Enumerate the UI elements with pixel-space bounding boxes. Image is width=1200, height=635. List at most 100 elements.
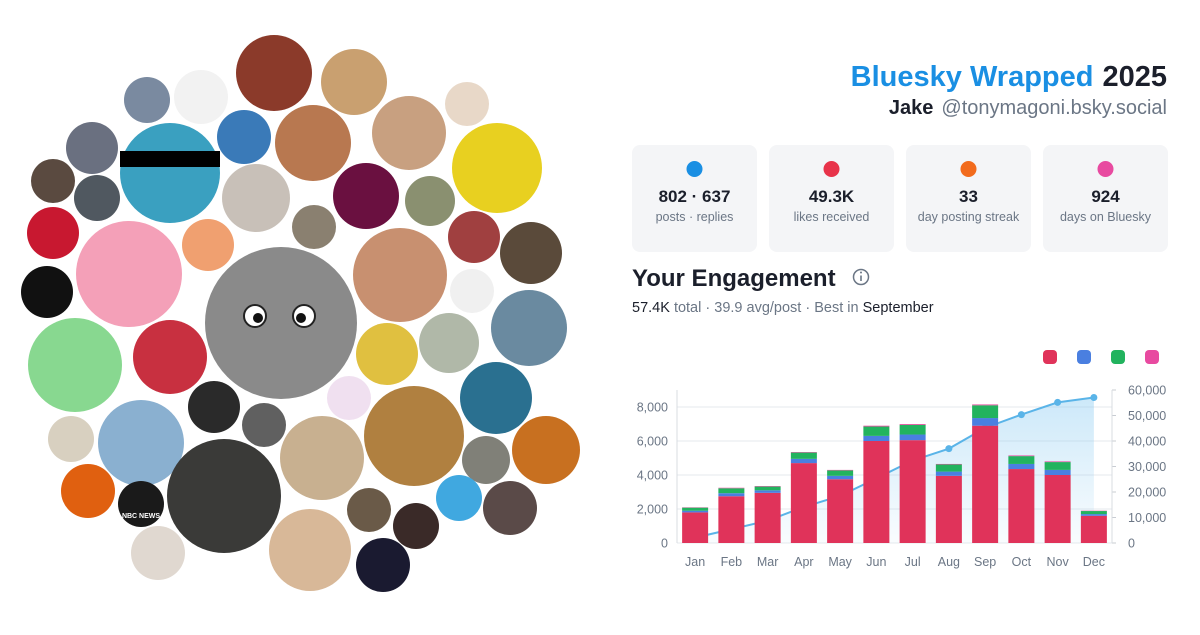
avatar [347, 488, 391, 532]
y-tick-label: 4,000 [637, 469, 668, 483]
avatar [118, 481, 164, 527]
bar-segment [936, 464, 962, 471]
avatar [445, 82, 489, 126]
stat-label: likes received [794, 210, 870, 224]
stat-value: 802 · 637 [659, 187, 731, 206]
bar-segment [1081, 516, 1107, 543]
bar-segment [1008, 469, 1034, 543]
x-tick-label: Feb [721, 555, 743, 569]
avatar [419, 313, 479, 373]
y2-tick-label: 60,000 [1128, 384, 1166, 398]
avatar [353, 228, 447, 322]
stat-label: days on Bluesky [1060, 210, 1152, 224]
bar-segment [936, 464, 962, 465]
bar-segment [863, 441, 889, 543]
avatar [356, 323, 418, 385]
x-tick-label: Oct [1012, 555, 1032, 569]
y-tick-label: 2,000 [637, 503, 668, 517]
bar-segment [1045, 470, 1071, 475]
avatar [48, 416, 94, 462]
avatar [452, 123, 542, 213]
line-point [1018, 411, 1025, 418]
legend-icon [1077, 350, 1091, 364]
title-brand: Bluesky Wrapped [851, 61, 1094, 93]
x-tick-label: Aug [938, 555, 960, 569]
bar-segment [1045, 461, 1071, 462]
bar-segment [718, 488, 744, 489]
bar-segment [1081, 511, 1107, 514]
y2-tick-label: 30,000 [1128, 460, 1166, 474]
bar-segment [791, 453, 817, 459]
bar-segment [900, 435, 926, 441]
avatar [333, 163, 399, 229]
x-tick-label: May [828, 555, 852, 569]
avatar [188, 381, 240, 433]
avatar [217, 110, 271, 164]
y2-tick-label: 10,000 [1128, 511, 1166, 525]
bar-segment [791, 459, 817, 463]
x-tick-label: Mar [757, 555, 779, 569]
bar-segment [827, 470, 853, 475]
stat-label: posts · replies [656, 210, 734, 224]
avatar [436, 475, 482, 521]
y-tick-label: 0 [661, 537, 668, 551]
avatar [174, 70, 228, 124]
avatar [74, 175, 120, 221]
stat-icon [687, 161, 703, 177]
bar-segment [682, 511, 708, 513]
avatar [292, 205, 336, 249]
avatar [364, 386, 464, 486]
legend-icon [1111, 350, 1125, 364]
user-line: Jake@tonymagoni.bsky.social [889, 97, 1167, 119]
avatar [280, 416, 364, 500]
line-point [945, 445, 952, 452]
bar-segment [718, 493, 744, 496]
avatar-detail [296, 313, 306, 323]
stat-icon [824, 161, 840, 177]
best-month: September [863, 300, 934, 316]
bar-segment [827, 479, 853, 543]
bar-segment [1008, 464, 1034, 469]
bar-segment [682, 512, 708, 543]
engagement-summary: 57.4K total · 39.9 avg/post · Best in Se… [632, 300, 934, 316]
avatar [61, 464, 115, 518]
avatar [500, 222, 562, 284]
title-year: 2025 [1102, 61, 1167, 93]
avatar [66, 122, 118, 174]
avatar [222, 164, 290, 232]
x-tick-label: Jun [866, 555, 886, 569]
y2-tick-label: 50,000 [1128, 409, 1166, 423]
avatar-detail [253, 313, 263, 323]
avatar [405, 176, 455, 226]
avatar [205, 247, 357, 399]
total-label: total [674, 300, 701, 316]
avatar [269, 509, 351, 591]
best-label: Best in [814, 300, 858, 316]
stat-value: 49.3K [809, 187, 855, 206]
bar-segment [682, 508, 708, 511]
bar-segment [1008, 455, 1034, 456]
line-point [1054, 399, 1061, 406]
total: 57.4K [632, 300, 670, 316]
y2-tick-label: 40,000 [1128, 435, 1166, 449]
x-tick-label: Apr [794, 555, 813, 569]
y2-tick-label: 0 [1128, 537, 1135, 551]
avatar [448, 211, 500, 263]
bar-segment [755, 486, 781, 487]
bar-segment [900, 424, 926, 425]
bar-segment [791, 463, 817, 543]
x-tick-label: Nov [1047, 555, 1070, 569]
bar-segment [936, 476, 962, 543]
stat-icon [1098, 161, 1114, 177]
info-dot [860, 272, 862, 274]
bar-segment [972, 426, 998, 543]
average: 39.9 avg/post [714, 300, 801, 316]
stat-value: 33 [959, 187, 978, 206]
bar-segment [718, 488, 744, 493]
bar-segment [936, 472, 962, 476]
avatar [460, 362, 532, 434]
